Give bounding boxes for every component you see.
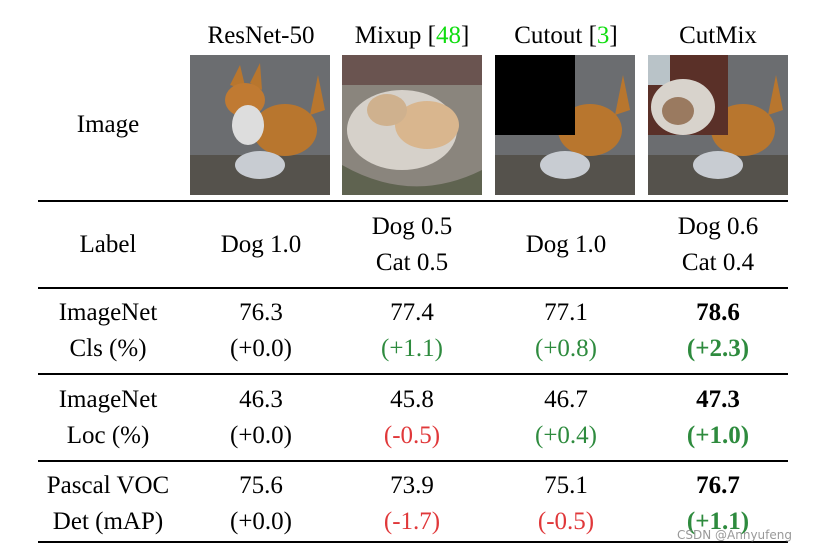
label-cell: Cat 0.5 [375,249,449,276]
metric-delta: (+1.1) [686,508,750,535]
label-cell: Dog 0.5 [371,213,453,240]
metric-value: 46.3 [239,386,283,413]
metric-delta: (+0.0) [230,508,292,535]
metric-value: 77.1 [544,299,588,326]
table-rule [38,460,788,462]
metric-value: 73.9 [390,472,434,499]
row-label-det: Pascal VOC [46,472,170,499]
table-rule [38,287,788,289]
metric-delta: (+2.3) [686,335,750,362]
label-cell: Cat 0.4 [681,249,755,276]
metric-value: 75.1 [544,472,588,499]
metric-delta: (-0.5) [537,508,595,535]
metric-delta: (+0.8) [535,335,597,362]
watermark: CSDN @Annyufeng [677,528,792,542]
cutout-image [495,55,635,195]
bracket: ] [460,22,470,49]
column-name: ResNet-50 [207,22,315,49]
table-rule [38,541,788,543]
metric-delta: (+1.0) [686,422,750,449]
row-label-loc: Loc (%) [66,422,150,449]
row-label-cls: ImageNet [58,299,158,326]
citation-link[interactable]: 48 [435,22,461,49]
metric-delta: (+0.4) [535,422,597,449]
column-name: Cutout [ [514,22,597,49]
metric-value: 46.7 [544,386,588,413]
citation-link[interactable]: 3 [596,22,610,49]
column-header-mixup: Mixup [48] [355,18,470,54]
row-label-label: Label [79,231,137,258]
metric-delta: (+1.1) [381,335,443,362]
metric-delta: (-1.7) [383,508,441,535]
mixup-image [342,55,482,195]
row-label-loc: ImageNet [58,386,158,413]
column-header-cutout: Cutout [3] [514,18,617,54]
row-label-cls: Cls (%) [69,335,147,362]
metric-value: 77.4 [390,299,434,326]
metric-value: 47.3 [696,386,740,413]
row-label-det: Det (mAP) [52,508,164,535]
bracket: ] [609,22,618,49]
metric-value: 78.6 [696,299,740,326]
table-rule [38,200,788,202]
column-header-cutmix: CutMix [679,18,757,54]
metric-value: 76.7 [696,472,740,499]
table-rule [38,373,788,375]
metric-delta: (+0.0) [230,422,292,449]
label-cell: Dog 0.6 [677,213,759,240]
metric-value: 75.6 [239,472,283,499]
metric-delta: (+0.0) [230,335,292,362]
metric-value: 45.8 [390,386,434,413]
column-name: CutMix [679,22,757,49]
metric-value: 76.3 [239,299,283,326]
label-cell: Dog 1.0 [525,231,607,258]
row-label-image: Image [76,111,140,138]
dog-image [190,55,330,195]
label-cell: Dog 1.0 [220,231,302,258]
cutmix-image [648,55,788,195]
metric-delta: (-0.5) [383,422,441,449]
column-name: Mixup [ [354,22,436,49]
column-header-resnet50: ResNet-50 [208,18,315,54]
